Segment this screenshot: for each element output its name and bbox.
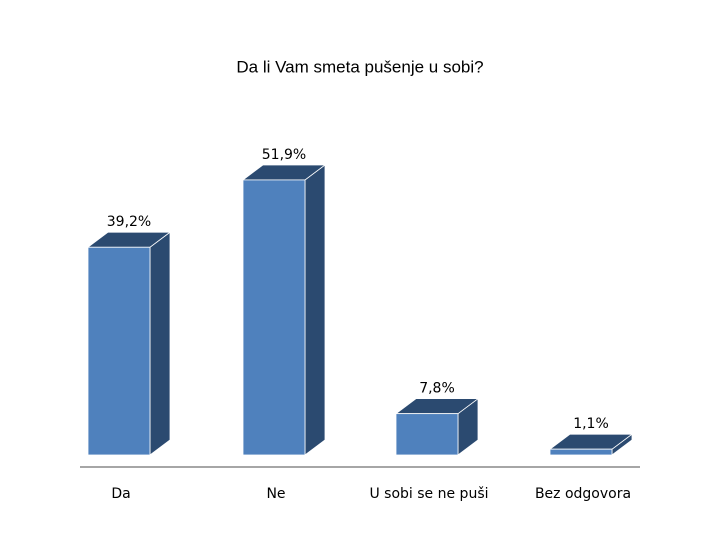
bar [86,231,172,456]
bar-front [395,413,459,456]
bar [394,397,480,456]
value-label: 7,8% [419,381,455,397]
bar-front [549,448,613,456]
value-label: 39,2% [107,214,151,230]
bar [241,164,327,456]
bar [548,433,634,456]
x-tick-label: Ne [266,486,285,502]
value-label: 51,9% [262,147,306,163]
x-tick-label: Da [111,486,130,502]
bar-front [242,179,306,456]
x-tick-label: U sobi se ne puši [369,486,488,502]
bar-side [149,231,171,456]
chart-title: Da li Vam smeta pušenje u sobi? [236,57,483,76]
x-tick-label: Bez odgovora [535,486,631,502]
bar-front [87,246,151,456]
value-label: 1,1% [573,416,609,432]
bar-side [304,164,326,456]
